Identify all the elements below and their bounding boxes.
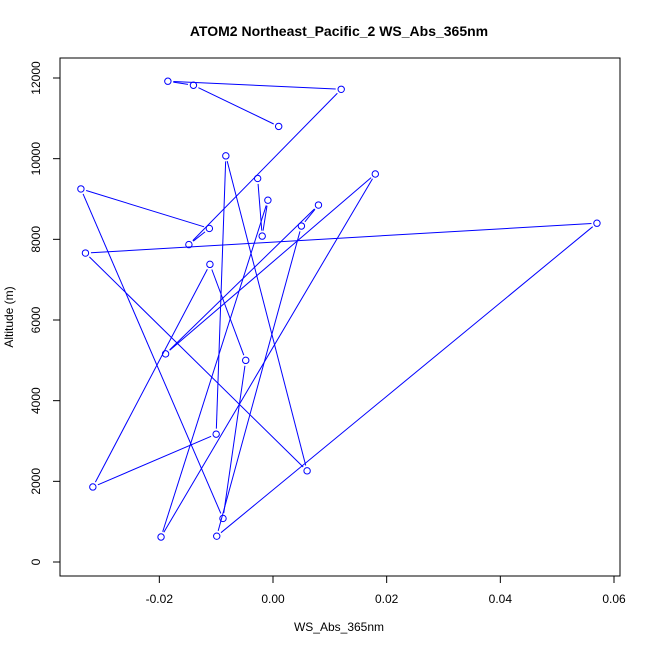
data-point bbox=[77, 185, 85, 193]
data-point bbox=[213, 532, 221, 540]
series-segment bbox=[304, 209, 316, 223]
y-axis-label: Altitude (m) bbox=[2, 286, 16, 347]
data-point bbox=[253, 174, 262, 183]
series-segment bbox=[226, 161, 307, 466]
data-point bbox=[157, 533, 165, 541]
chart-title: ATOM2 Northeast_Pacific_2 WS_Abs_365nm bbox=[190, 23, 488, 39]
series-segment bbox=[97, 435, 212, 486]
series-segment bbox=[162, 205, 267, 532]
data-point bbox=[371, 170, 379, 178]
series-segment bbox=[94, 268, 208, 483]
series-segment bbox=[169, 208, 315, 351]
y-tick-label: 8000 bbox=[29, 226, 43, 253]
series-layer bbox=[77, 77, 601, 541]
data-point bbox=[89, 483, 97, 491]
y-tick-label: 4000 bbox=[29, 387, 43, 414]
y-axis: 0 2000 4000 6000 8000 10000 12000 bbox=[29, 61, 61, 565]
x-tick-label: 0.00 bbox=[261, 592, 285, 606]
data-point bbox=[274, 122, 283, 131]
series-segment bbox=[257, 183, 263, 231]
data-point bbox=[264, 196, 272, 204]
series-segment bbox=[90, 223, 592, 254]
x-axis: -0.02 0.00 0.02 0.04 0.06 bbox=[146, 575, 626, 606]
data-point bbox=[297, 222, 306, 230]
x-axis-label: WS_Abs_365nm bbox=[294, 620, 384, 634]
data-point bbox=[81, 249, 90, 257]
series-segment bbox=[192, 231, 206, 242]
series-segment bbox=[86, 190, 205, 228]
series-segment bbox=[173, 80, 336, 90]
series-segment bbox=[211, 269, 245, 356]
y-tick-label: 2000 bbox=[29, 468, 43, 495]
series-segment bbox=[215, 161, 227, 429]
data-point bbox=[161, 350, 170, 358]
x-tick-label: 0.06 bbox=[602, 592, 626, 606]
data-point bbox=[219, 514, 227, 523]
plot-frame bbox=[59, 57, 621, 577]
series-segment bbox=[163, 178, 373, 533]
series-segment bbox=[262, 205, 268, 231]
series-segment bbox=[169, 177, 372, 351]
series-segment bbox=[173, 81, 189, 85]
data-point bbox=[593, 219, 601, 227]
y-tick-label: 0 bbox=[29, 558, 43, 565]
data-point bbox=[212, 430, 220, 438]
x-tick-label: 0.02 bbox=[375, 592, 399, 606]
series-segment bbox=[198, 87, 274, 125]
data-point bbox=[242, 356, 250, 365]
y-tick-label: 10000 bbox=[29, 142, 43, 176]
data-point bbox=[205, 224, 214, 233]
data-point bbox=[164, 77, 172, 85]
series-segment bbox=[217, 231, 301, 532]
series-segment bbox=[220, 226, 594, 534]
x-tick-label: -0.02 bbox=[146, 592, 174, 606]
data-point bbox=[258, 232, 266, 240]
data-point bbox=[206, 260, 214, 269]
y-tick-label: 6000 bbox=[29, 306, 43, 333]
series-segment bbox=[223, 365, 246, 514]
data-point bbox=[222, 152, 230, 160]
data-point bbox=[185, 240, 193, 249]
data-point bbox=[303, 467, 311, 475]
y-tick-label: 12000 bbox=[29, 61, 43, 95]
series-segment bbox=[82, 193, 222, 514]
x-tick-label: 0.04 bbox=[489, 592, 513, 606]
data-point bbox=[189, 81, 198, 89]
series-segment bbox=[89, 256, 304, 468]
series-segment bbox=[192, 92, 338, 242]
data-point bbox=[314, 201, 323, 209]
data-point bbox=[337, 85, 345, 93]
